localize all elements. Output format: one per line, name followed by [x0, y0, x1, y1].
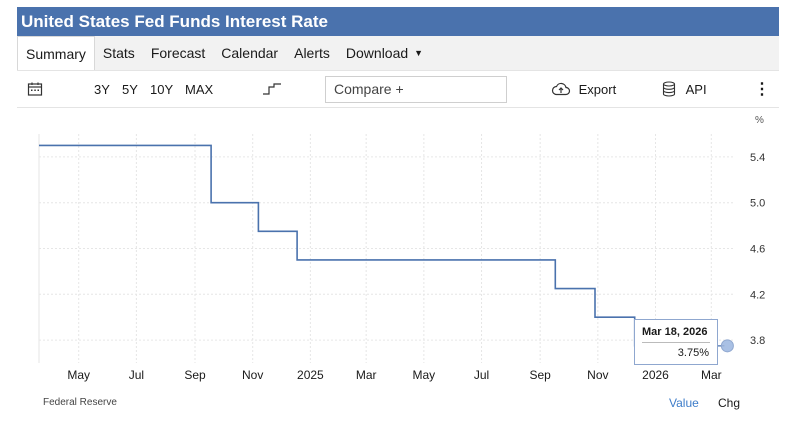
x-tick-label: Sep — [529, 368, 551, 382]
y-tick-label: 5.4 — [750, 152, 765, 164]
series-line — [39, 144, 728, 347]
chart-type-button[interactable] — [262, 71, 282, 108]
source-label: Federal Reserve — [43, 397, 117, 408]
range-max-button[interactable]: MAX — [185, 82, 214, 97]
cloud-upload-icon — [551, 82, 571, 96]
y-tick-label: 4.2 — [750, 289, 765, 301]
range-10y-button[interactable]: 10Y — [150, 82, 174, 97]
page-title: United States Fed Funds Interest Rate — [17, 7, 779, 36]
x-tick-label: 2026 — [642, 368, 669, 382]
x-tick-label: May — [67, 368, 90, 382]
value-toggle[interactable]: Value — [669, 396, 699, 410]
x-tick-label: Sep — [184, 368, 206, 382]
x-tick-label: Nov — [242, 368, 263, 382]
x-tick-label: May — [413, 368, 436, 382]
tooltip-date: Mar 18, 2026 — [642, 326, 708, 338]
step-line-icon — [263, 83, 281, 95]
tooltip-divider — [642, 342, 710, 343]
x-tick-label: 2025 — [297, 368, 324, 382]
calendar-button[interactable] — [27, 71, 43, 108]
x-tick-label: Jul — [474, 368, 489, 382]
api-button[interactable]: API — [662, 71, 707, 108]
y-tick-label: 3.8 — [750, 335, 765, 347]
tab-download[interactable]: Download ▼ — [338, 36, 431, 70]
range-5y-button[interactable]: 5Y — [122, 82, 138, 97]
api-label: API — [685, 82, 707, 97]
caret-down-icon: ▼ — [414, 48, 424, 58]
tooltip-value: 3.75% — [677, 347, 709, 359]
more-vertical-icon: ⋮ — [754, 81, 770, 98]
tab-download-label: Download — [345, 45, 409, 61]
chart-toolbar: 3Y 5Y 10Y MAX Compare + Export API ⋮ — [17, 70, 779, 108]
unit-label: % — [755, 115, 764, 126]
tab-calendar[interactable]: Calendar — [221, 45, 279, 61]
chg-toggle[interactable]: Chg — [718, 396, 741, 410]
x-tick-label: Mar — [356, 368, 377, 382]
x-tick-label: Jul — [129, 368, 144, 382]
tab-stats[interactable]: Stats — [102, 45, 135, 61]
export-button[interactable]: Export — [551, 71, 616, 108]
database-icon — [662, 81, 676, 97]
y-tick-label: 5.0 — [750, 198, 765, 210]
chart-area: 3.8 4.2 4.6 5.0 5.4 May Jul Sep Nov 2025 Mar May Jul… — [17, 108, 779, 398]
y-tick-label: 4.6 — [750, 244, 765, 256]
fed-funds-chart: 3.8 4.2 4.6 5.0 5.4 May Jul Sep Nov 2025 Mar May Jul… — [38, 115, 765, 382]
chart-tooltip: Mar 18, 2026 3.75% — [634, 319, 718, 365]
more-options-button[interactable]: ⋮ — [754, 71, 770, 108]
x-tick-label: Mar — [701, 368, 722, 382]
tab-alerts[interactable]: Alerts — [294, 45, 330, 61]
compare-input[interactable]: Compare + — [325, 76, 507, 103]
tab-summary[interactable]: Summary — [17, 36, 95, 70]
x-tick-label: Nov — [587, 368, 608, 382]
export-label: Export — [578, 82, 617, 97]
tab-bar: Summary Stats Forecast Calendar Alerts D… — [17, 36, 779, 70]
tab-forecast[interactable]: Forecast — [150, 45, 206, 61]
calendar-icon — [27, 82, 43, 96]
range-3y-button[interactable]: 3Y — [94, 82, 110, 97]
